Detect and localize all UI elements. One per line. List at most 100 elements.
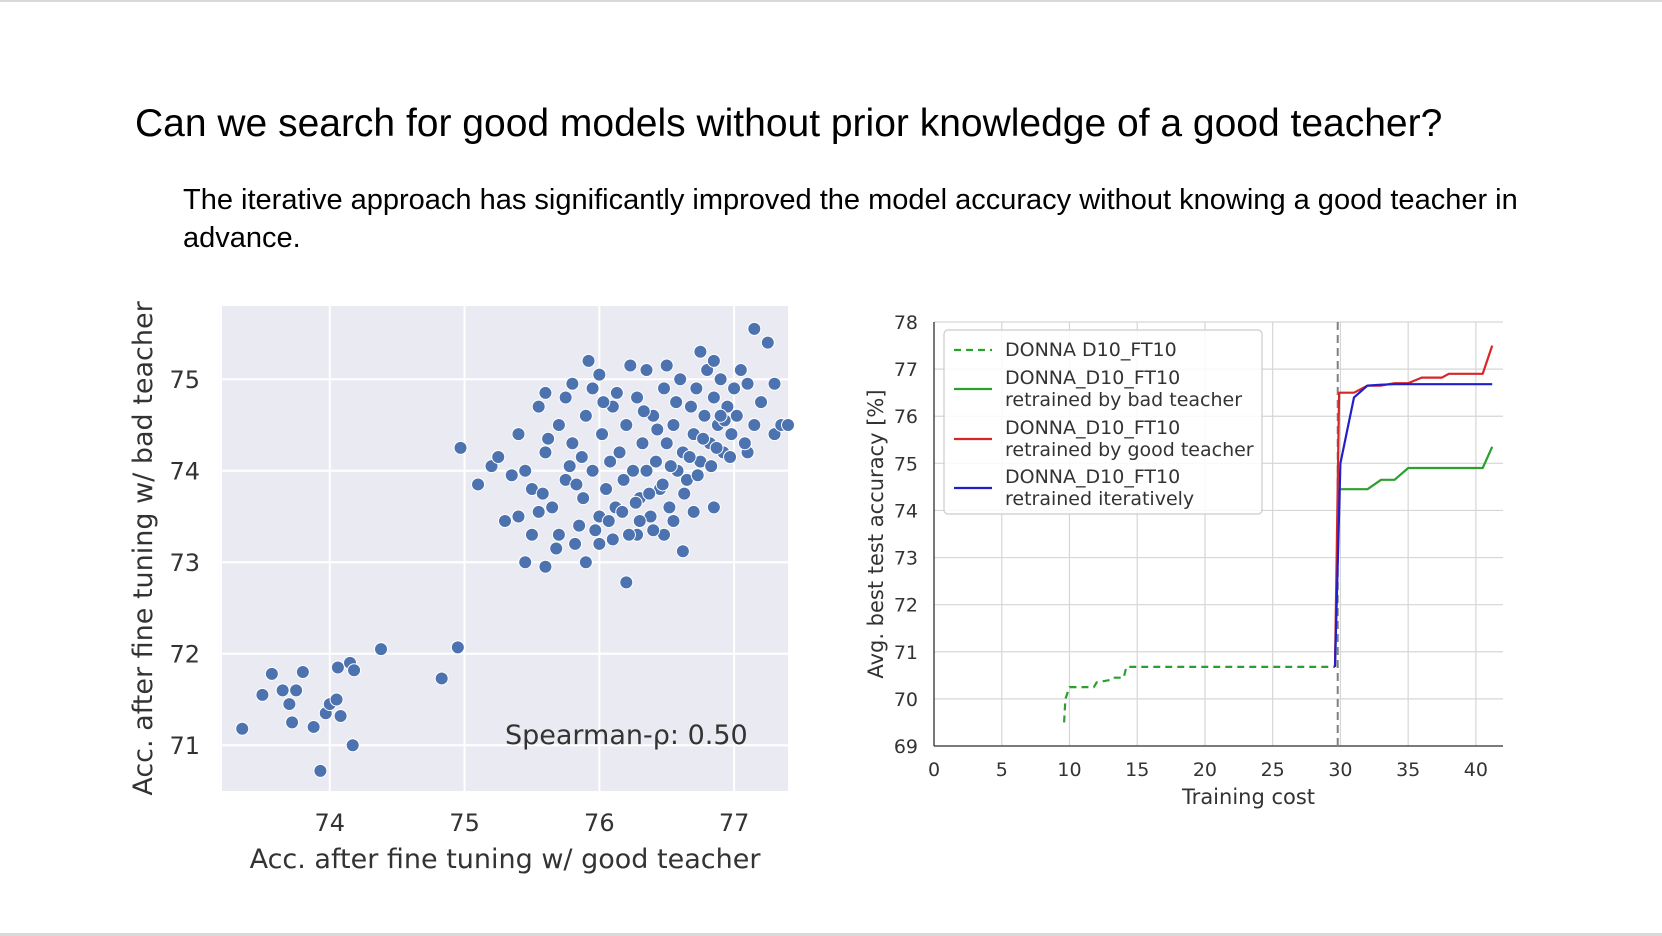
scatter-point <box>724 427 739 442</box>
legend-label: DONNA D10_FT10 <box>1005 339 1177 361</box>
line-x-tick-label: 5 <box>996 759 1008 781</box>
scatter-y-tick-label: 71 <box>169 732 200 760</box>
scatter-point <box>704 459 719 474</box>
legend-box <box>943 329 1263 515</box>
scatter-point <box>345 738 360 753</box>
scatter-point <box>683 399 698 414</box>
line-chart: 0 5 10 15 20 25 30 35 40 69 70 71 72 73 74 75 76 77 78 DONN… <box>864 312 1503 809</box>
scatter-point <box>697 408 712 423</box>
scatter-point <box>657 381 672 396</box>
scatter-point <box>585 463 600 478</box>
scatter-point <box>605 532 620 547</box>
scatter-point <box>333 708 348 723</box>
legend-label: DONNA_D10_FT10 <box>1005 367 1180 389</box>
scatter-point <box>669 395 684 410</box>
scatter-point <box>374 642 389 657</box>
scatter-point <box>592 536 607 551</box>
scatter-point <box>626 463 641 478</box>
scatter-point <box>596 395 611 410</box>
scatter-point <box>504 468 519 483</box>
scatter-point <box>264 666 279 681</box>
scatter-point <box>511 509 526 524</box>
scatter-point <box>551 417 566 432</box>
legend-label: DONNA_D10_FT10 <box>1005 417 1180 439</box>
scatter-point <box>572 518 587 533</box>
legend-label: retrained by bad teacher <box>1005 389 1242 411</box>
line-x-tick-label: 0 <box>928 759 940 781</box>
scatter-point <box>646 523 661 538</box>
line-x-tick-label: 25 <box>1261 759 1285 781</box>
scatter-x-axis-label: Acc. after fine tuning w/ good teacher <box>250 844 762 875</box>
line-y-tick-label: 75 <box>894 453 918 475</box>
series-line <box>1333 446 1494 667</box>
scatter-point <box>677 486 692 501</box>
line-y-tick-label: 69 <box>894 736 918 758</box>
scatter-point <box>601 514 616 529</box>
scatter-point <box>682 449 697 464</box>
scatter-point <box>545 500 560 515</box>
scatter-point <box>747 417 762 432</box>
scatter-x-tick-label: 75 <box>449 809 480 837</box>
scatter-point <box>733 363 748 378</box>
scatter-point <box>595 427 610 442</box>
scatter-point <box>289 683 304 698</box>
scatter-point <box>524 527 539 542</box>
scatter-point <box>518 463 533 478</box>
scatter-point <box>623 358 638 373</box>
scatter-point <box>330 660 345 675</box>
scatter-point <box>498 514 512 529</box>
scatter-point <box>558 390 573 405</box>
scatter-point <box>535 486 550 501</box>
scatter-point <box>673 372 688 387</box>
scatter-x-tick-label: 77 <box>719 809 750 837</box>
scatter-point <box>693 344 708 359</box>
scatter-point <box>609 385 624 400</box>
scatter-point <box>639 363 654 378</box>
scatter-point <box>616 472 631 487</box>
scatter-point <box>491 449 506 464</box>
frame-bottom-edge <box>0 933 1662 936</box>
scatter-point <box>642 486 657 501</box>
line-x-tick-label: 40 <box>1464 759 1488 781</box>
scatter-point <box>706 390 721 405</box>
scatter-point <box>709 440 724 455</box>
scatter-point <box>585 381 600 396</box>
scatter-y-tick-label: 72 <box>169 641 200 669</box>
scatter-point <box>615 504 630 519</box>
scatter-point <box>662 500 677 515</box>
scatter-point <box>650 422 665 437</box>
scatter-point <box>706 353 721 368</box>
scatter-point <box>581 353 596 368</box>
scatter-point <box>599 482 614 497</box>
scatter-point <box>562 459 577 474</box>
scatter-point <box>754 395 769 410</box>
scatter-point <box>659 358 674 373</box>
line-y-tick-label: 78 <box>894 312 918 334</box>
scatter-point <box>306 719 321 734</box>
scatter-point <box>713 408 728 423</box>
scatter-point <box>632 514 647 529</box>
scatter-point <box>275 683 290 698</box>
scatter-point <box>255 687 270 702</box>
scatter-point <box>538 385 553 400</box>
scatter-point <box>663 459 678 474</box>
line-y-tick-label: 71 <box>894 642 918 664</box>
scatter-y-axis-label: Acc. after fine tuning w/ bad teacher <box>128 300 159 795</box>
scatter-point <box>666 514 681 529</box>
legend-label: retrained by good teacher <box>1005 439 1254 461</box>
scatter-point <box>690 468 705 483</box>
scatter-point <box>568 536 583 551</box>
line-x-tick-label: 10 <box>1057 759 1081 781</box>
scatter-point <box>727 381 742 396</box>
line-x-tick-label: 35 <box>1396 759 1420 781</box>
scatter-point <box>541 431 556 446</box>
scatter-point <box>747 321 762 336</box>
scatter-point <box>235 721 250 736</box>
frame-top-edge <box>0 0 1662 2</box>
scatter-point <box>636 404 651 419</box>
scatter-point <box>655 477 670 492</box>
scatter-point <box>511 427 526 442</box>
line-y-tick-label: 73 <box>894 548 918 570</box>
scatter-point <box>689 381 704 396</box>
scatter-point <box>565 376 580 391</box>
